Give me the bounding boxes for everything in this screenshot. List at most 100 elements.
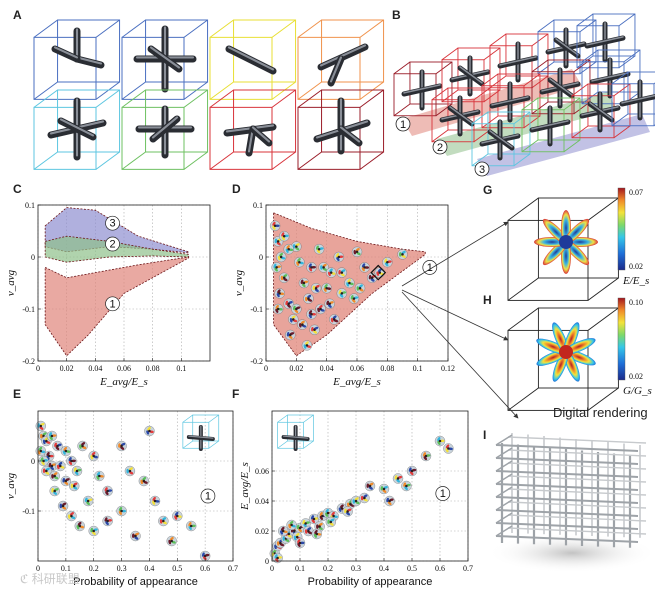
d-point: [324, 298, 335, 309]
region-circle-label: 1: [205, 491, 211, 503]
region-circle-label: 3: [109, 218, 115, 230]
watermark: ℭ 科研联盟: [20, 572, 80, 586]
E-xtick: 0: [36, 564, 40, 573]
f-point: [308, 513, 320, 525]
e-point: [74, 520, 85, 532]
F-ytick: 0: [265, 557, 269, 566]
region-circle-label: 1: [440, 488, 446, 500]
d-point: [354, 283, 366, 294]
region-3-label: 3: [479, 164, 485, 176]
c-area-series-1: [44, 256, 189, 357]
e-point: [49, 485, 60, 497]
e-inset-cell: [182, 414, 220, 451]
f-point: [443, 443, 454, 454]
d-point: [306, 262, 317, 273]
d-point: [329, 314, 340, 325]
F-xtick: 0: [270, 564, 274, 573]
C-xtick: 0: [36, 364, 40, 373]
C-ytick: -0.2: [22, 357, 35, 366]
d-point: [382, 257, 393, 268]
e-point: [41, 465, 52, 477]
region-2-label: 2: [437, 142, 443, 154]
lattice-strut: [495, 483, 639, 491]
d-point: [313, 244, 325, 255]
lattice-strut: [495, 499, 513, 511]
lattice-cell-8: [581, 49, 641, 105]
C-xlabel: E_avg/E_s: [99, 376, 148, 388]
d-point: [310, 283, 322, 294]
E-xtick: 0.1: [61, 564, 71, 573]
e-point: [186, 520, 197, 532]
D-xlabel: E_avg/E_s: [332, 376, 381, 388]
render-caption: Digital rendering: [553, 405, 648, 420]
region-1-label: 1: [400, 119, 406, 131]
lattice-strut: [507, 514, 647, 522]
D-ylabel: ν_avg: [233, 269, 245, 296]
D-xtick: 0: [264, 364, 268, 373]
lattice-cell-4: [576, 13, 636, 69]
e-point: [158, 515, 169, 527]
colorbar-g-min: 0.02: [629, 262, 643, 271]
region-marker-3: 3: [474, 161, 490, 177]
d-point: [283, 244, 294, 255]
d-point: [298, 277, 310, 289]
f-point: [401, 480, 412, 492]
chart-d: 1 0 0.02 0.04 0.06 0.08 0.1 0.12 -0.2 -0.1 0 0.1 E_…: [233, 201, 455, 388]
d-point: [279, 231, 290, 242]
chart-c: 1 2 3 0 0.02 0.04 0.06 0.08 0.1 -0.2 -0.1 0 0.1 E_av…: [5, 201, 211, 388]
lattice-strut: [495, 525, 513, 537]
E-xtick: 0.3: [117, 564, 127, 573]
e-point: [35, 420, 46, 432]
D-xtick: 0.06: [350, 364, 364, 373]
e-point: [71, 465, 83, 477]
d-point: [359, 262, 370, 273]
colorbar-h-min: 0.02: [629, 372, 643, 381]
F-xtick: 0.4: [379, 564, 389, 573]
e-point: [116, 505, 127, 517]
panel-label-a: A: [13, 8, 22, 22]
d-point: [274, 288, 285, 299]
lattice-strut: [495, 535, 639, 543]
d-point: [333, 251, 344, 263]
lattice-strut: [507, 488, 647, 496]
lattice-strut: [507, 501, 647, 509]
f-point: [325, 516, 336, 528]
d-point: [351, 246, 363, 257]
e-point: [166, 535, 177, 547]
lattice-cell-10: [521, 97, 581, 153]
D-ytick: 0.1: [253, 201, 263, 210]
lattice-cell-9: [471, 111, 531, 167]
f-point: [294, 537, 306, 549]
unit-cell-0-1: [33, 89, 121, 170]
d-point: [321, 283, 332, 294]
F-ytick: 0.04: [255, 497, 269, 506]
unit-cell-3-1: [297, 89, 385, 170]
panel-label-g: G: [483, 183, 493, 197]
F-ytick: 0.02: [255, 527, 269, 536]
region-marker-1: 1: [395, 116, 411, 132]
d-point: [269, 220, 281, 231]
f-point: [406, 465, 418, 477]
digital-rendering-lattice: [487, 433, 655, 573]
e-point: [60, 475, 72, 487]
d-point: [279, 272, 290, 283]
lattice-strut: [507, 475, 647, 483]
region-circle-label: 2: [109, 239, 115, 251]
d-point: [291, 303, 302, 315]
d-point: [288, 314, 299, 325]
F-xtick: 0.5: [407, 564, 417, 573]
e-point: [102, 485, 113, 497]
C-ytick: 0: [31, 253, 35, 262]
e-point: [149, 495, 161, 507]
D-xtick: 0.02: [289, 364, 303, 373]
lattice-strut: [507, 449, 647, 457]
colorbar-g-max: 0.07: [629, 188, 643, 197]
f-point: [278, 525, 289, 537]
panel-label-i: I: [483, 428, 487, 442]
unit-cell-gallery: [33, 19, 385, 170]
unit-cell-1-1: [121, 89, 209, 170]
F-xtick: 0.7: [463, 564, 473, 573]
e-point: [38, 455, 49, 467]
C-xtick: 0.1: [176, 364, 186, 373]
lattice-cell-5: [431, 87, 491, 143]
